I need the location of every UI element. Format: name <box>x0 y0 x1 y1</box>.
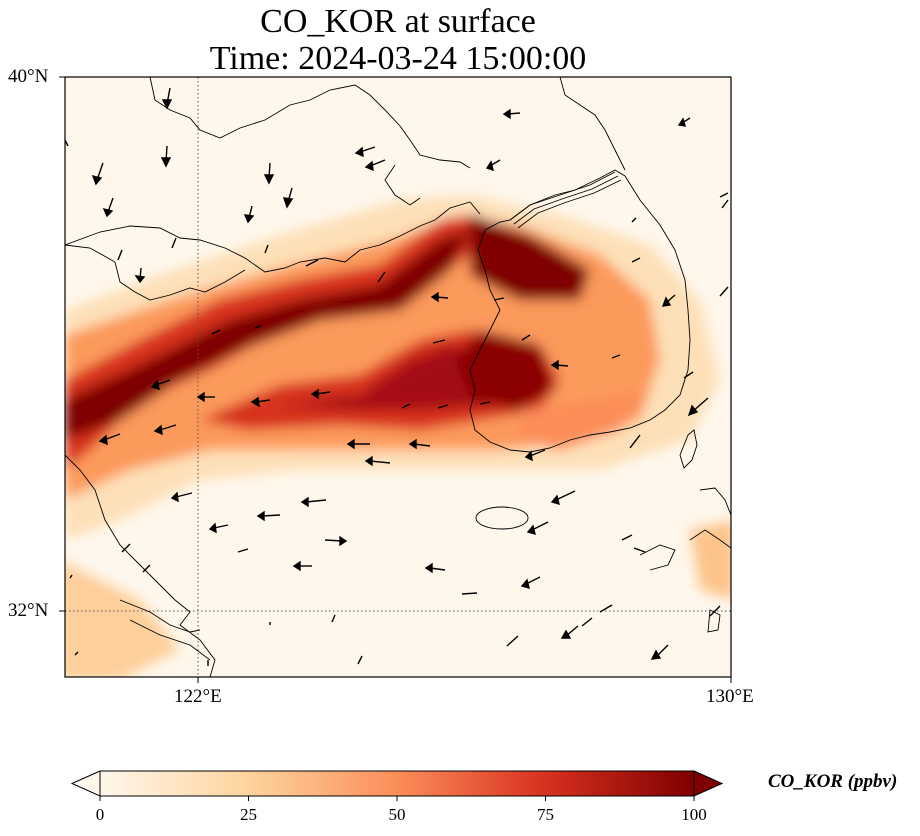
lat-tick-40: 40°N <box>8 66 49 87</box>
axis-ticks <box>59 76 732 683</box>
colorbar-tick-100: 100 <box>681 805 707 824</box>
colorbar-label: CO_KOR (ppbv) <box>768 771 898 792</box>
colorbar <box>70 770 724 801</box>
colorbar-tick-75: 75 <box>537 805 554 824</box>
lat-tick-32: 32°N <box>8 600 49 621</box>
plot-title: CO_KOR at surface <box>260 3 536 40</box>
colorbar-tick-0: 0 <box>95 805 105 824</box>
lon-tick-130: 130°E <box>706 686 754 707</box>
wind-vectors <box>65 87 729 666</box>
plot-subtitle: Time: 2024-03-24 15:00:00 <box>209 40 587 77</box>
coastlines <box>65 77 731 677</box>
colorbar-tick-50: 50 <box>388 805 406 824</box>
map-frame <box>64 76 732 678</box>
colorbar-tick-25: 25 <box>240 805 257 824</box>
lon-tick-122: 122°E <box>174 686 222 707</box>
gridlines <box>65 77 731 677</box>
concentration-field <box>65 195 731 677</box>
